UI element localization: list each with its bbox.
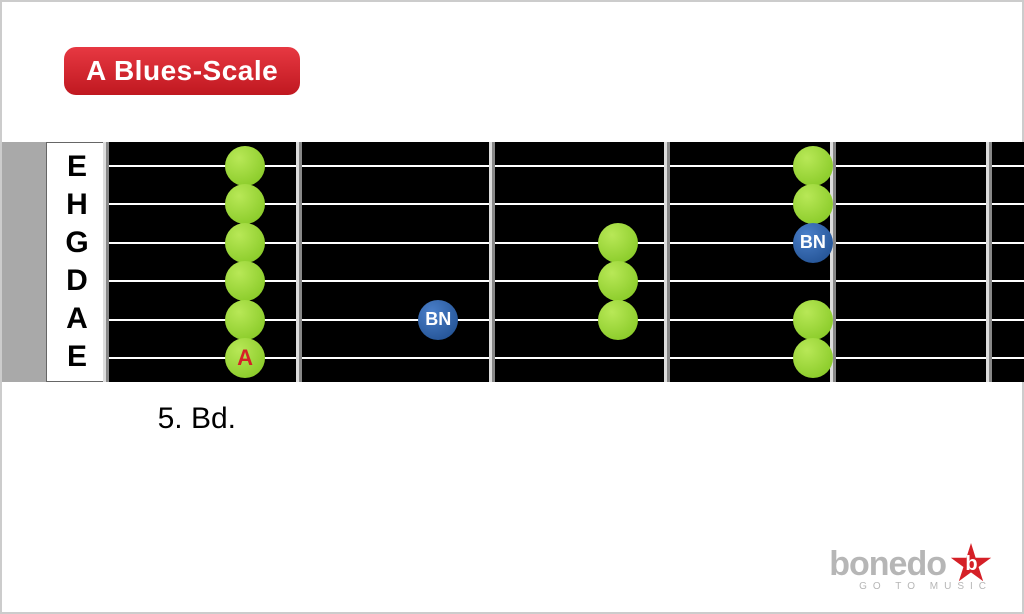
string-label: A (47, 304, 107, 334)
fret-wire (489, 142, 495, 382)
logo-wordmark: bonedo b (829, 543, 992, 585)
fretboard: A BN BN (106, 142, 1024, 382)
nut-block (2, 142, 46, 382)
fret-wire (296, 142, 302, 382)
string-labels-column: EHGDAE (46, 142, 106, 382)
blue-note-dot: BN (418, 300, 458, 340)
string-label: E (47, 152, 107, 182)
root-note-dot: A (225, 338, 265, 378)
note-dot-label: A (237, 345, 253, 371)
scale-note-dot (225, 261, 265, 301)
blue-note-dot: BN (793, 223, 833, 263)
fret-wire (830, 142, 836, 382)
scale-note-dot (793, 146, 833, 186)
title-text: A Blues-Scale (86, 55, 278, 86)
note-dot-label: BN (800, 232, 826, 253)
fret-position-label: 5. Bd. (158, 402, 236, 436)
string-label: G (47, 228, 107, 258)
string-label: H (47, 190, 107, 220)
scale-note-dot (225, 184, 265, 224)
fret-wire (103, 142, 109, 382)
brand-logo: bonedo b GO TO MUSIC (829, 543, 992, 592)
scale-note-dot (793, 300, 833, 340)
scale-note-dot (225, 223, 265, 263)
fret-wire (664, 142, 670, 382)
scale-note-dot (598, 261, 638, 301)
scale-note-dot (793, 338, 833, 378)
fretboard-diagram: EHGDAE ABNBN (2, 142, 1024, 382)
fret-wire (986, 142, 992, 382)
string-label: D (47, 266, 107, 296)
scale-note-dot (225, 146, 265, 186)
scale-note-dot (598, 223, 638, 263)
note-dot-label: BN (425, 309, 451, 330)
string-label: E (47, 342, 107, 372)
scale-note-dot (225, 300, 265, 340)
title-badge: A Blues-Scale (64, 47, 300, 95)
scale-note-dot (793, 184, 833, 224)
logo-star-icon: b (950, 543, 992, 585)
scale-note-dot (598, 300, 638, 340)
